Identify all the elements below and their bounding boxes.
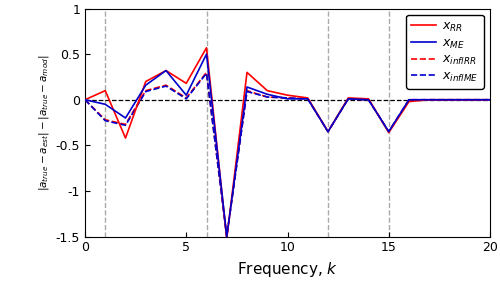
- $x_{inflRR}$: [183, 96, 189, 100]
- $x_{inflME}$: [183, 97, 189, 101]
- X-axis label: Frequency, $k$: Frequency, $k$: [237, 260, 338, 279]
- $x_{RR}$: [386, 131, 392, 134]
- $x_{ME}$: [345, 97, 351, 101]
- $x_{inflRR}$: [143, 89, 149, 92]
- $x_{inflME}$: [204, 72, 210, 75]
- Line: $x_{RR}$: $x_{RR}$: [85, 48, 490, 238]
- Line: $x_{inflRR}$: $x_{inflRR}$: [85, 72, 490, 237]
- $x_{inflME}$: [345, 97, 351, 101]
- $x_{inflME}$: [305, 97, 311, 101]
- $x_{inflME}$: [143, 90, 149, 93]
- $x_{inflME}$: [467, 98, 473, 101]
- $x_{inflME}$: [244, 90, 250, 93]
- $x_{inflME}$: [102, 119, 108, 123]
- $x_{inflRR}$: [305, 97, 311, 101]
- $x_{inflRR}$: [325, 130, 331, 133]
- Y-axis label: $|a_{true} - a_{est}| - |a_{true} - a_{mod}|$: $|a_{true} - a_{est}| - |a_{true} - a_{m…: [38, 54, 52, 191]
- $x_{RR}$: [426, 98, 432, 101]
- $x_{RR}$: [366, 97, 372, 101]
- $x_{inflRR}$: [366, 98, 372, 101]
- $x_{ME}$: [122, 116, 128, 120]
- $x_{inflME}$: [264, 95, 270, 99]
- $x_{inflME}$: [406, 98, 412, 101]
- $x_{ME}$: [446, 98, 452, 101]
- $x_{inflME}$: [122, 124, 128, 127]
- $x_{RR}$: [305, 96, 311, 100]
- $x_{inflRR}$: [224, 235, 230, 238]
- $x_{RR}$: [82, 98, 88, 101]
- $x_{inflRR}$: [122, 123, 128, 126]
- Line: $x_{ME}$: $x_{ME}$: [85, 54, 490, 237]
- $x_{ME}$: [244, 85, 250, 89]
- $x_{RR}$: [345, 96, 351, 100]
- $x_{ME}$: [102, 103, 108, 106]
- $x_{ME}$: [143, 84, 149, 87]
- $x_{RR}$: [284, 93, 290, 97]
- $x_{RR}$: [102, 89, 108, 92]
- $x_{inflME}$: [426, 98, 432, 101]
- $x_{ME}$: [224, 235, 230, 238]
- $x_{ME}$: [426, 98, 432, 101]
- $x_{inflRR}$: [487, 98, 493, 101]
- $x_{ME}$: [204, 52, 210, 56]
- $x_{inflRR}$: [406, 98, 412, 101]
- $x_{RR}$: [204, 46, 210, 50]
- $x_{ME}$: [305, 97, 311, 101]
- $x_{ME}$: [487, 98, 493, 101]
- $x_{RR}$: [183, 82, 189, 85]
- $x_{inflME}$: [446, 98, 452, 101]
- $x_{ME}$: [284, 97, 290, 101]
- $x_{RR}$: [487, 98, 493, 101]
- $x_{inflRR}$: [264, 95, 270, 99]
- Legend: $x_{RR}$, $x_{ME}$, $x_{inflRR}$, $x_{inflME}$: $x_{RR}$, $x_{ME}$, $x_{inflRR}$, $x_{in…: [406, 15, 484, 89]
- $x_{ME}$: [386, 130, 392, 133]
- $x_{RR}$: [264, 89, 270, 92]
- $x_{inflRR}$: [284, 96, 290, 100]
- $x_{inflRR}$: [386, 130, 392, 133]
- $x_{inflRR}$: [163, 84, 169, 87]
- $x_{inflME}$: [325, 130, 331, 133]
- $x_{ME}$: [264, 93, 270, 96]
- $x_{ME}$: [366, 98, 372, 101]
- $x_{RR}$: [406, 100, 412, 103]
- $x_{inflRR}$: [82, 98, 88, 101]
- $x_{ME}$: [163, 69, 169, 72]
- $x_{inflRR}$: [102, 118, 108, 121]
- $x_{inflRR}$: [244, 89, 250, 92]
- $x_{RR}$: [467, 98, 473, 101]
- $x_{ME}$: [406, 98, 412, 101]
- $x_{inflRR}$: [467, 98, 473, 101]
- $x_{ME}$: [325, 130, 331, 133]
- $x_{RR}$: [143, 80, 149, 83]
- $x_{RR}$: [122, 136, 128, 140]
- $x_{RR}$: [446, 98, 452, 101]
- $x_{inflRR}$: [204, 71, 210, 74]
- $x_{ME}$: [183, 93, 189, 97]
- $x_{inflME}$: [224, 235, 230, 238]
- $x_{ME}$: [467, 98, 473, 101]
- $x_{inflME}$: [487, 98, 493, 101]
- $x_{RR}$: [163, 69, 169, 72]
- $x_{RR}$: [244, 71, 250, 74]
- $x_{inflRR}$: [446, 98, 452, 101]
- $x_{RR}$: [325, 130, 331, 133]
- $x_{ME}$: [82, 98, 88, 101]
- $x_{RR}$: [224, 237, 230, 240]
- $x_{inflME}$: [386, 130, 392, 133]
- $x_{inflME}$: [163, 84, 169, 88]
- $x_{inflRR}$: [426, 98, 432, 101]
- $x_{inflRR}$: [345, 97, 351, 101]
- $x_{inflME}$: [82, 98, 88, 101]
- $x_{inflME}$: [366, 98, 372, 101]
- $x_{inflME}$: [284, 96, 290, 100]
- Line: $x_{inflME}$: $x_{inflME}$: [85, 73, 490, 237]
